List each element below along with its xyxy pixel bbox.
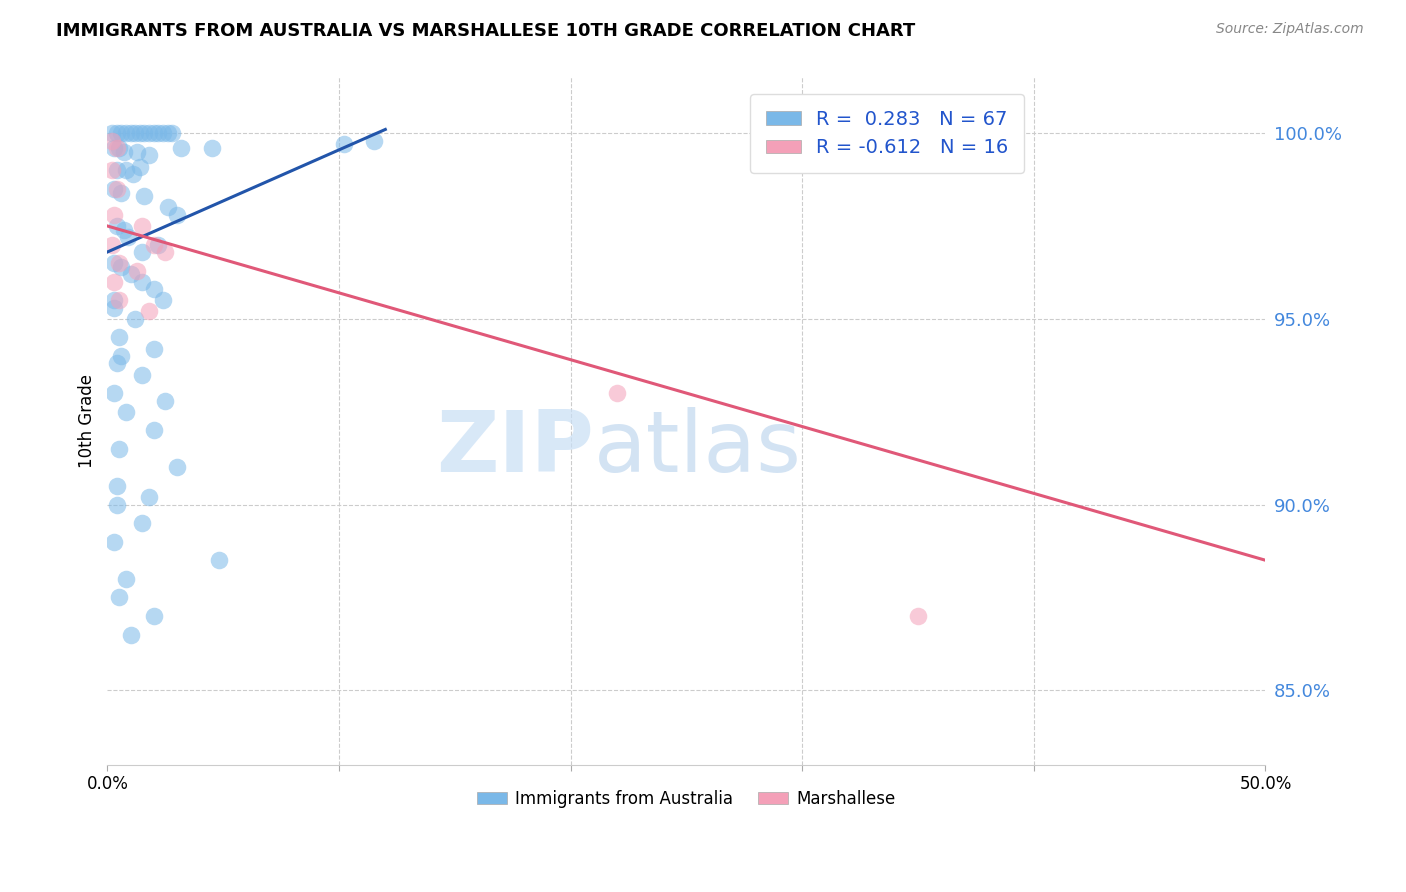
- Point: [105, 356, 128, 370]
- Point: [201, 141, 224, 155]
- Point: [134, 189, 156, 203]
- Point: [108, 293, 131, 308]
- Point: [115, 572, 138, 586]
- Point: [101, 126, 124, 140]
- Point: [142, 609, 165, 624]
- Point: [101, 163, 124, 178]
- Point: [160, 126, 183, 140]
- Point: [112, 223, 135, 237]
- Point: [332, 137, 354, 152]
- Text: Source: ZipAtlas.com: Source: ZipAtlas.com: [1216, 22, 1364, 37]
- Point: [103, 386, 125, 401]
- Point: [124, 311, 146, 326]
- Point: [121, 167, 143, 181]
- Point: [105, 219, 128, 233]
- Point: [101, 134, 124, 148]
- Point: [124, 126, 146, 140]
- Point: [131, 245, 153, 260]
- Point: [120, 627, 142, 641]
- Point: [131, 219, 153, 233]
- Point: [606, 386, 628, 401]
- Point: [103, 208, 125, 222]
- Point: [155, 245, 177, 260]
- Point: [128, 160, 150, 174]
- Point: [152, 126, 174, 140]
- Point: [120, 267, 142, 281]
- Point: [127, 145, 149, 159]
- Point: [156, 201, 179, 215]
- Point: [127, 263, 149, 277]
- Point: [148, 126, 170, 140]
- Text: atlas: atlas: [593, 407, 801, 490]
- Text: IMMIGRANTS FROM AUSTRALIA VS MARSHALLESE 10TH GRADE CORRELATION CHART: IMMIGRANTS FROM AUSTRALIA VS MARSHALLESE…: [56, 22, 915, 40]
- Point: [103, 182, 125, 196]
- Point: [110, 260, 132, 274]
- Point: [142, 126, 165, 140]
- Point: [131, 275, 153, 289]
- Point: [103, 256, 125, 270]
- Point: [155, 393, 177, 408]
- Point: [142, 423, 165, 437]
- Point: [110, 349, 132, 363]
- Point: [120, 126, 142, 140]
- Point: [152, 293, 174, 308]
- Point: [156, 126, 179, 140]
- Point: [363, 134, 385, 148]
- Point: [138, 304, 160, 318]
- Point: [115, 126, 138, 140]
- Point: [103, 301, 125, 315]
- Legend: Immigrants from Australia, Marshallese: Immigrants from Australia, Marshallese: [470, 783, 903, 814]
- Point: [112, 145, 135, 159]
- Point: [170, 141, 193, 155]
- Point: [117, 230, 139, 244]
- Point: [131, 368, 153, 382]
- Point: [105, 479, 128, 493]
- Point: [108, 330, 131, 344]
- Point: [166, 460, 188, 475]
- Point: [138, 490, 160, 504]
- Point: [138, 126, 160, 140]
- Point: [105, 498, 128, 512]
- Point: [142, 237, 165, 252]
- Point: [105, 126, 128, 140]
- Point: [128, 126, 150, 140]
- Point: [907, 609, 929, 624]
- Point: [105, 163, 128, 178]
- Point: [131, 516, 153, 530]
- Point: [103, 534, 125, 549]
- Point: [101, 237, 124, 252]
- Point: [108, 256, 131, 270]
- Point: [110, 126, 132, 140]
- Point: [105, 182, 128, 196]
- Y-axis label: 10th Grade: 10th Grade: [79, 374, 96, 468]
- Point: [142, 342, 165, 356]
- Point: [115, 405, 138, 419]
- Point: [108, 141, 131, 155]
- Text: ZIP: ZIP: [436, 407, 593, 490]
- Point: [207, 553, 229, 567]
- Point: [142, 282, 165, 296]
- Point: [105, 141, 128, 155]
- Point: [103, 275, 125, 289]
- Point: [103, 293, 125, 308]
- Point: [115, 163, 138, 178]
- Point: [110, 186, 132, 200]
- Point: [108, 591, 131, 605]
- Point: [108, 442, 131, 456]
- Point: [148, 237, 170, 252]
- Point: [103, 141, 125, 155]
- Point: [166, 208, 188, 222]
- Point: [138, 148, 160, 162]
- Point: [134, 126, 156, 140]
